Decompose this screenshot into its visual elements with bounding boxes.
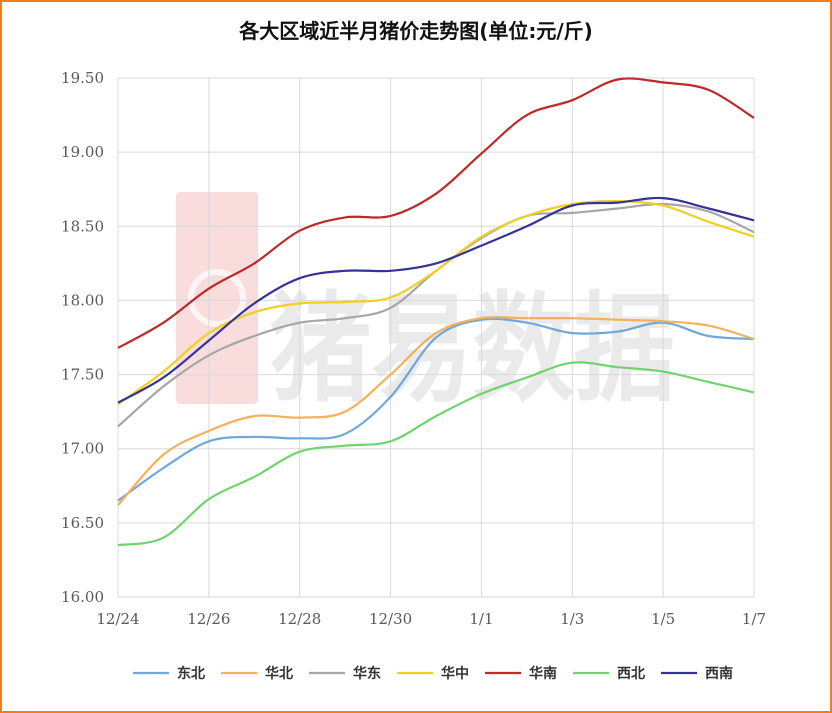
x-tick-label: 1/5	[651, 610, 675, 628]
x-tick-label: 12/30	[369, 610, 412, 628]
legend: 东北 华北 华东 华中 华南 西北 西南	[133, 665, 733, 682]
x-tick-label: 12/26	[187, 610, 230, 628]
x-tick-label: 1/7	[742, 610, 766, 628]
y-tick-label: 19.00	[61, 143, 104, 161]
legend-label: 西南	[705, 665, 733, 682]
y-tick-label: 16.50	[61, 514, 104, 532]
series-line-4	[117, 77, 755, 349]
legend-label: 东北	[177, 665, 205, 682]
y-tick-label: 18.50	[61, 217, 104, 235]
y-tick-label: 17.50	[61, 366, 104, 384]
legend-label: 华南	[529, 665, 557, 682]
y-tick-label: 16.00	[61, 588, 104, 606]
legend-label: 华东	[353, 665, 381, 682]
series-lines	[117, 77, 755, 547]
x-tick-label: 12/28	[278, 610, 321, 628]
legend-label: 西北	[617, 666, 645, 682]
y-tick-label: 18.00	[61, 291, 104, 309]
series-line-6	[117, 196, 755, 404]
grid	[117, 77, 755, 598]
x-axis-ticks: 12/24 12/26 12/28 12/30 1/1 1/3 1/5 1/7	[96, 610, 766, 628]
y-axis-ticks: 16.00 16.50 17.00 17.50 18.00 18.50 19.00 19.50	[61, 69, 104, 606]
series-line-1	[117, 316, 755, 506]
y-tick-label: 19.50	[61, 69, 104, 87]
series-line-3	[117, 199, 755, 406]
plot-area-border	[117, 77, 755, 598]
legend-label: 华中	[441, 665, 469, 682]
x-tick-label: 12/24	[96, 610, 139, 628]
y-tick-label: 17.00	[61, 440, 104, 458]
watermark-logo-mark-icon	[188, 269, 246, 327]
chart-title: 各大区域近半月猪价走势图(单位:元/斤)	[238, 19, 593, 43]
x-tick-label: 1/1	[469, 610, 493, 628]
legend-label: 华北	[265, 665, 293, 682]
series-line-0	[117, 317, 755, 502]
series-line-5	[117, 361, 755, 547]
x-tick-label: 1/3	[560, 610, 584, 628]
